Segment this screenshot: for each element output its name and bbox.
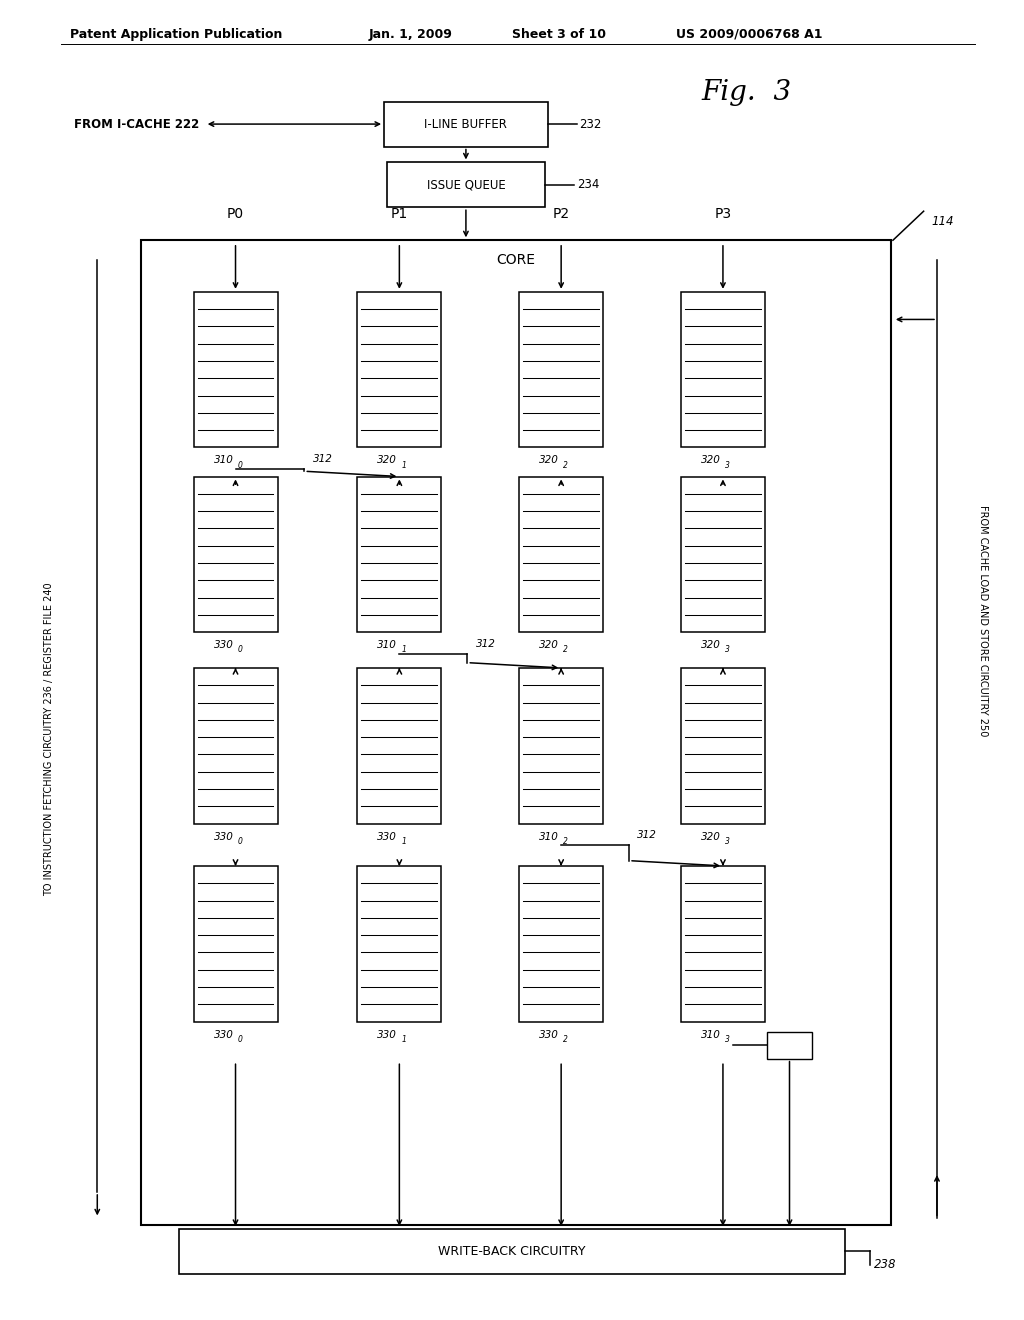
Text: 330: 330 xyxy=(378,1030,397,1040)
Text: 310: 310 xyxy=(540,832,559,842)
Text: FROM CACHE LOAD AND STORE CIRCUITRY 250: FROM CACHE LOAD AND STORE CIRCUITRY 250 xyxy=(978,504,988,737)
Text: Fig.  3: Fig. 3 xyxy=(701,79,792,106)
Bar xyxy=(681,668,765,824)
Text: US 2009/0006768 A1: US 2009/0006768 A1 xyxy=(676,28,822,41)
Bar xyxy=(194,866,278,1022)
Text: 320: 320 xyxy=(540,455,559,466)
Text: 312: 312 xyxy=(312,454,333,463)
Text: 330: 330 xyxy=(214,1030,233,1040)
Text: 1: 1 xyxy=(401,1035,407,1044)
Text: 330: 330 xyxy=(214,640,233,651)
Text: 310: 310 xyxy=(378,640,397,651)
Text: 330: 330 xyxy=(378,832,397,842)
Bar xyxy=(387,162,545,207)
Text: ISSUE QUEUE: ISSUE QUEUE xyxy=(427,178,505,191)
Text: 3: 3 xyxy=(725,461,730,470)
Text: FROM I-CACHE 222: FROM I-CACHE 222 xyxy=(75,117,200,131)
Text: 320: 320 xyxy=(378,455,397,466)
Text: 2: 2 xyxy=(563,461,568,470)
Text: 330: 330 xyxy=(540,1030,559,1040)
Text: 234: 234 xyxy=(578,178,599,191)
Text: 3: 3 xyxy=(725,1035,730,1044)
Bar xyxy=(194,668,278,824)
Text: 3: 3 xyxy=(725,645,730,655)
Bar xyxy=(384,102,548,147)
Bar xyxy=(519,292,603,447)
Text: P1: P1 xyxy=(391,207,408,220)
Bar xyxy=(519,668,603,824)
Text: 320: 320 xyxy=(701,640,721,651)
Text: 1: 1 xyxy=(401,461,407,470)
Bar xyxy=(519,866,603,1022)
Text: TO INSTRUCTION FETCHING CIRCUITRY 236 / REGISTER FILE 240: TO INSTRUCTION FETCHING CIRCUITRY 236 / … xyxy=(44,582,54,896)
Text: CORE: CORE xyxy=(497,253,536,267)
Bar xyxy=(681,477,765,632)
Text: 2: 2 xyxy=(563,645,568,655)
Bar xyxy=(519,477,603,632)
Text: I-LINE BUFFER: I-LINE BUFFER xyxy=(425,117,507,131)
Text: 320: 320 xyxy=(701,832,721,842)
Text: 312: 312 xyxy=(637,830,657,841)
Text: 312: 312 xyxy=(475,639,496,649)
Text: 1: 1 xyxy=(401,837,407,846)
Bar xyxy=(681,292,765,447)
Text: 0: 0 xyxy=(238,461,243,470)
Bar xyxy=(357,477,441,632)
Bar xyxy=(681,866,765,1022)
Text: 3: 3 xyxy=(725,837,730,846)
Text: 232: 232 xyxy=(580,117,602,131)
Text: 0: 0 xyxy=(238,1035,243,1044)
Bar xyxy=(194,292,278,447)
Bar xyxy=(357,292,441,447)
Text: Sheet 3 of 10: Sheet 3 of 10 xyxy=(512,28,606,41)
Text: Patent Application Publication: Patent Application Publication xyxy=(70,28,282,41)
Bar xyxy=(357,668,441,824)
Bar xyxy=(179,1229,845,1274)
Bar xyxy=(357,866,441,1022)
Text: 320: 320 xyxy=(540,640,559,651)
Text: 1: 1 xyxy=(401,645,407,655)
Text: 0: 0 xyxy=(238,645,243,655)
Text: 330: 330 xyxy=(214,832,233,842)
Text: 238: 238 xyxy=(873,1258,896,1271)
Text: 0: 0 xyxy=(238,837,243,846)
Text: 114: 114 xyxy=(932,215,954,228)
Text: P0: P0 xyxy=(227,207,244,220)
Text: 320: 320 xyxy=(701,455,721,466)
Bar xyxy=(767,1032,812,1059)
Text: P3: P3 xyxy=(715,207,731,220)
Text: 310: 310 xyxy=(214,455,233,466)
Bar xyxy=(141,240,891,1225)
Bar xyxy=(194,477,278,632)
Text: Jan. 1, 2009: Jan. 1, 2009 xyxy=(369,28,453,41)
Text: 2: 2 xyxy=(563,1035,568,1044)
Text: WRITE-BACK CIRCUITRY: WRITE-BACK CIRCUITRY xyxy=(438,1245,586,1258)
Text: 2: 2 xyxy=(563,837,568,846)
Text: 310: 310 xyxy=(701,1030,721,1040)
Text: P2: P2 xyxy=(553,207,569,220)
